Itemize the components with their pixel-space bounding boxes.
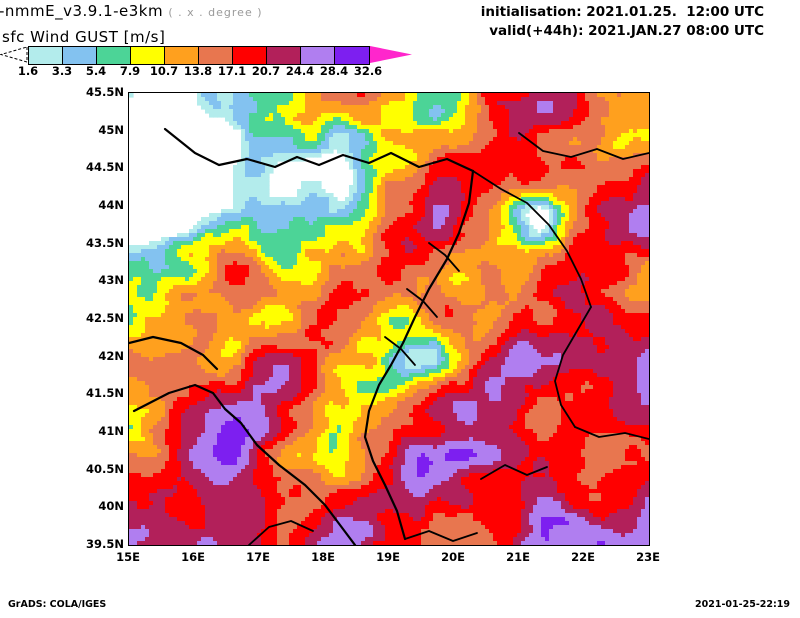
y-axis-tick-10: 44.5N [86, 160, 124, 175]
y-axis-tick-2: 40.5N [86, 461, 124, 476]
colorbar-tick-0: 1.6 [17, 64, 39, 78]
colorbar-segment-1 [63, 47, 97, 64]
y-axis-tick-4: 41.5N [86, 386, 124, 401]
model-title: f-nmmE_v3.9.1-e3km ( . x . degree ) [0, 2, 263, 20]
x-axis-tick-7: 22E [571, 550, 595, 564]
y-axis: 39.5N 40N 40.5N 41N 41.5N 42N 42.5N 43N 43.5N 44N… [78, 85, 124, 551]
weather-map-plot [128, 92, 650, 546]
x-axis-tick-1: 16E [181, 550, 205, 564]
y-axis-tick-11: 45N [98, 122, 124, 137]
x-axis-tick-6: 21E [506, 550, 530, 564]
colorbar-over-arrow [370, 46, 412, 63]
initialisation-time: initialisation: 2021.01.25. 12:00 UTC [480, 4, 764, 20]
x-axis-tick-0: 15E [116, 550, 140, 564]
colorbar-segment-0 [29, 47, 63, 64]
x-axis-tick-8: 23E [636, 550, 660, 564]
y-axis-tick-5: 42N [98, 348, 124, 363]
y-axis-tick-0: 39.5N [86, 537, 124, 551]
x-axis-tick-4: 19E [376, 550, 400, 564]
forecast-time-block: initialisation: 2021.01.25. 12:00 UTC va… [481, 3, 764, 41]
colorbar-segment-7 [267, 47, 301, 64]
colorbar-segment-6 [233, 47, 267, 64]
y-axis-tick-3: 41N [98, 424, 124, 438]
colorbar-tick-10: 32.6 [353, 64, 383, 78]
grads-credit: GrADS: COLA/IGES [8, 599, 107, 610]
y-axis-tick-9: 44N [98, 198, 124, 212]
colorbar-segment-9 [335, 47, 369, 64]
y-axis-tick-7: 43N [98, 273, 124, 288]
y-axis-tick-6: 42.5N [86, 311, 124, 325]
colorbar-segment-2 [97, 47, 131, 64]
x-axis-tick-3: 18E [311, 550, 335, 564]
colorbar-tick-9: 28.4 [319, 64, 349, 78]
y-axis-tick-1: 40N [98, 499, 124, 514]
colorbar-tick-5: 13.8 [183, 64, 213, 78]
colorbar-tick-4: 10.7 [149, 64, 179, 78]
gust-field-canvas [129, 93, 649, 545]
render-timestamp: 2021-01-25-22:19 [695, 599, 790, 610]
colorbar-tick-1: 3.3 [51, 64, 73, 78]
y-axis-tick-8: 43.5N [86, 235, 124, 250]
colorbar-segments [28, 46, 370, 65]
colorbar-segment-8 [301, 47, 335, 64]
coastline-overlay [129, 127, 649, 545]
colorbar-tick-3: 7.9 [119, 64, 141, 78]
colorbar-tick-labels: 1.6 3.3 5.4 7.9 10.7 13.8 17.1 20.7 24.4 28.4 32.6 [18, 63, 382, 78]
x-axis: 15E 16E 17E 18E 19E 20E 21E 22E 23E [116, 548, 660, 566]
colorbar-segment-3 [131, 47, 165, 64]
x-axis-tick-2: 17E [246, 550, 270, 564]
colorbar-under-arrow [0, 46, 28, 63]
colorbar-tick-2: 5.4 [85, 64, 107, 78]
colorbar-segment-5 [199, 47, 233, 64]
model-title-text: f-nmmE_v3.9.1-e3km [0, 2, 164, 20]
model-subtitle: ( . x . degree ) [168, 6, 263, 19]
colorbar-tick-7: 20.7 [251, 64, 281, 78]
colorbar-tick-6: 17.1 [217, 64, 247, 78]
colorbar: 1.6 3.3 5.4 7.9 10.7 13.8 17.1 20.7 24.4 28.4 32.6 [0, 46, 412, 78]
gust-contour-fill [129, 93, 649, 545]
y-axis-tick-12: 45.5N [86, 85, 124, 99]
variable-label: sfc Wind GUST [m/s] [2, 28, 166, 46]
valid-time: valid(+44h): 2021.JAN.27 08:00 UTC [489, 23, 764, 39]
colorbar-segment-4 [165, 47, 199, 64]
x-axis-tick-5: 20E [441, 550, 465, 564]
colorbar-tick-8: 24.4 [285, 64, 315, 78]
